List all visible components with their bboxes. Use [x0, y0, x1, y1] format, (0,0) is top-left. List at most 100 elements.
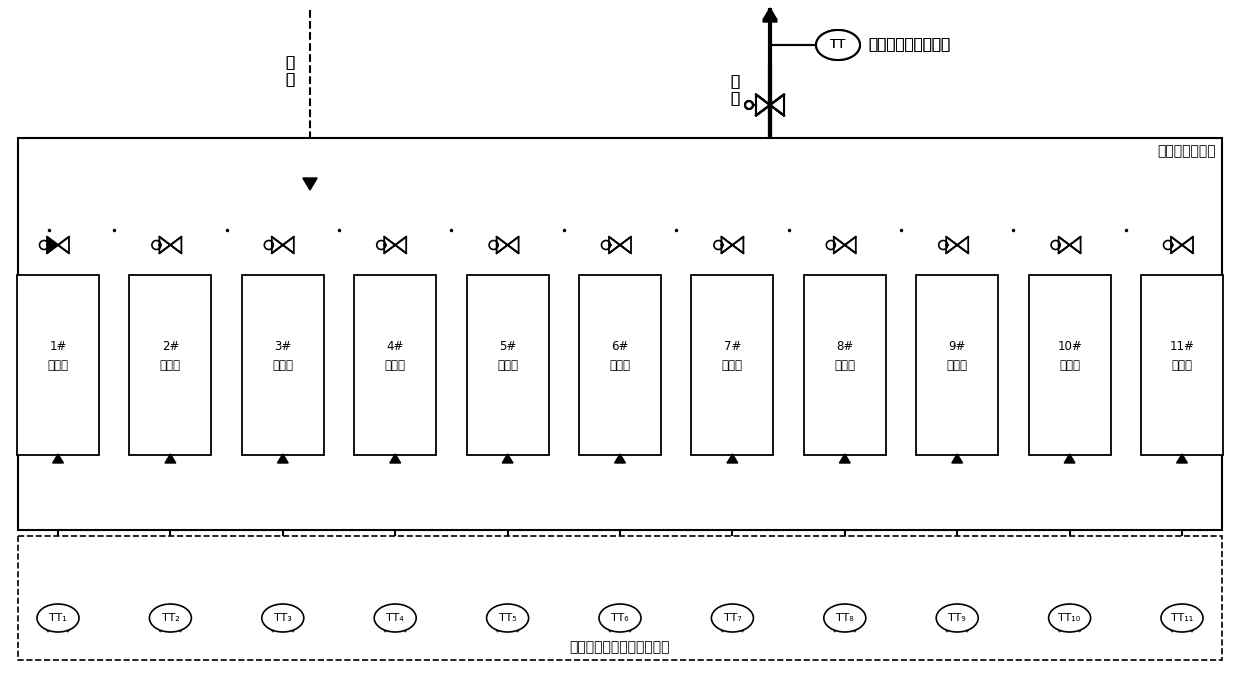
- Polygon shape: [389, 454, 401, 463]
- Text: 回
水: 回 水: [730, 74, 739, 106]
- Polygon shape: [396, 237, 407, 253]
- Polygon shape: [756, 94, 770, 115]
- Polygon shape: [156, 625, 165, 632]
- Polygon shape: [952, 454, 962, 463]
- Ellipse shape: [149, 604, 191, 632]
- Text: TT₄: TT₄: [387, 613, 404, 623]
- Ellipse shape: [486, 604, 528, 632]
- Polygon shape: [496, 237, 507, 253]
- Polygon shape: [722, 237, 733, 253]
- Text: 2#
换热器: 2# 换热器: [160, 340, 181, 372]
- Polygon shape: [507, 237, 518, 253]
- Polygon shape: [401, 625, 409, 632]
- Text: TT₂: TT₂: [161, 613, 180, 623]
- Polygon shape: [844, 237, 856, 253]
- Polygon shape: [770, 94, 784, 115]
- Bar: [129, 275, 211, 455]
- Polygon shape: [839, 454, 851, 463]
- Text: 9#
换热器: 9# 换热器: [946, 340, 967, 372]
- Bar: [17, 275, 99, 455]
- Polygon shape: [63, 625, 72, 632]
- Ellipse shape: [1161, 604, 1203, 632]
- Polygon shape: [851, 625, 859, 632]
- Polygon shape: [283, 237, 294, 253]
- Polygon shape: [718, 625, 727, 632]
- Polygon shape: [620, 237, 631, 253]
- Text: TT₃: TT₃: [274, 613, 291, 623]
- Ellipse shape: [262, 604, 304, 632]
- Polygon shape: [1075, 625, 1084, 632]
- Polygon shape: [47, 237, 58, 253]
- Ellipse shape: [599, 604, 641, 632]
- Text: 各换热器工艺介质温度检测: 各换热器工艺介质温度检测: [569, 640, 671, 654]
- Polygon shape: [770, 94, 784, 115]
- Polygon shape: [763, 10, 777, 22]
- Bar: [19, 536, 1221, 660]
- Polygon shape: [384, 237, 396, 253]
- Polygon shape: [1059, 237, 1070, 253]
- Text: TT₆: TT₆: [611, 613, 629, 623]
- Text: TT₁₀: TT₁₀: [1059, 613, 1081, 623]
- Text: 1#
换热器: 1# 换热器: [47, 340, 68, 372]
- Polygon shape: [160, 237, 170, 253]
- Polygon shape: [303, 178, 317, 190]
- Polygon shape: [1188, 625, 1197, 632]
- Bar: [916, 275, 998, 455]
- Polygon shape: [831, 625, 839, 632]
- Polygon shape: [606, 625, 614, 632]
- Text: 合成区总回水温检测: 合成区总回水温检测: [868, 37, 950, 52]
- Polygon shape: [1168, 625, 1177, 632]
- Text: TT₁₁: TT₁₁: [1171, 613, 1193, 623]
- Text: 5#
换热器: 5# 换热器: [497, 340, 518, 372]
- Bar: [466, 275, 548, 455]
- Ellipse shape: [823, 604, 866, 632]
- Polygon shape: [58, 237, 69, 253]
- Polygon shape: [1064, 454, 1075, 463]
- Polygon shape: [1182, 237, 1193, 253]
- Polygon shape: [727, 454, 738, 463]
- Text: 8#
换热器: 8# 换热器: [835, 340, 856, 372]
- Polygon shape: [963, 625, 971, 632]
- Ellipse shape: [816, 30, 861, 60]
- Text: 11#
换热器: 11# 换热器: [1169, 340, 1194, 372]
- Text: 合成区换热器组: 合成区换热器组: [1157, 144, 1216, 158]
- Polygon shape: [609, 237, 620, 253]
- Text: TT₅: TT₅: [498, 613, 516, 623]
- Text: 给
水: 给 水: [285, 55, 295, 88]
- Bar: [1141, 275, 1223, 455]
- Bar: [804, 275, 885, 455]
- Text: TT: TT: [831, 39, 846, 52]
- Polygon shape: [738, 625, 746, 632]
- Text: 回
水: 回 水: [730, 74, 739, 106]
- Ellipse shape: [37, 604, 79, 632]
- Text: TT: TT: [831, 39, 846, 52]
- Ellipse shape: [712, 604, 754, 632]
- Bar: [692, 275, 774, 455]
- Polygon shape: [494, 625, 502, 632]
- Polygon shape: [957, 237, 968, 253]
- Text: 3#
换热器: 3# 换热器: [273, 340, 294, 372]
- Polygon shape: [165, 454, 176, 463]
- Polygon shape: [170, 237, 181, 253]
- Polygon shape: [1171, 237, 1182, 253]
- Text: 4#
换热器: 4# 换热器: [384, 340, 405, 372]
- Text: TT₇: TT₇: [723, 613, 742, 623]
- Polygon shape: [1177, 454, 1188, 463]
- Ellipse shape: [1049, 604, 1091, 632]
- Polygon shape: [626, 625, 634, 632]
- Polygon shape: [1055, 625, 1064, 632]
- Bar: [242, 275, 324, 455]
- Bar: [1029, 275, 1111, 455]
- Text: TT₉: TT₉: [949, 613, 966, 623]
- Polygon shape: [513, 625, 522, 632]
- Polygon shape: [733, 237, 744, 253]
- Polygon shape: [763, 8, 777, 20]
- Text: TT₁: TT₁: [50, 613, 67, 623]
- Polygon shape: [52, 454, 63, 463]
- Text: 给
水: 给 水: [285, 55, 295, 88]
- Text: 6#
换热器: 6# 换热器: [610, 340, 630, 372]
- Polygon shape: [289, 625, 298, 632]
- Ellipse shape: [816, 30, 861, 60]
- Polygon shape: [946, 237, 957, 253]
- Text: TT₈: TT₈: [836, 613, 853, 623]
